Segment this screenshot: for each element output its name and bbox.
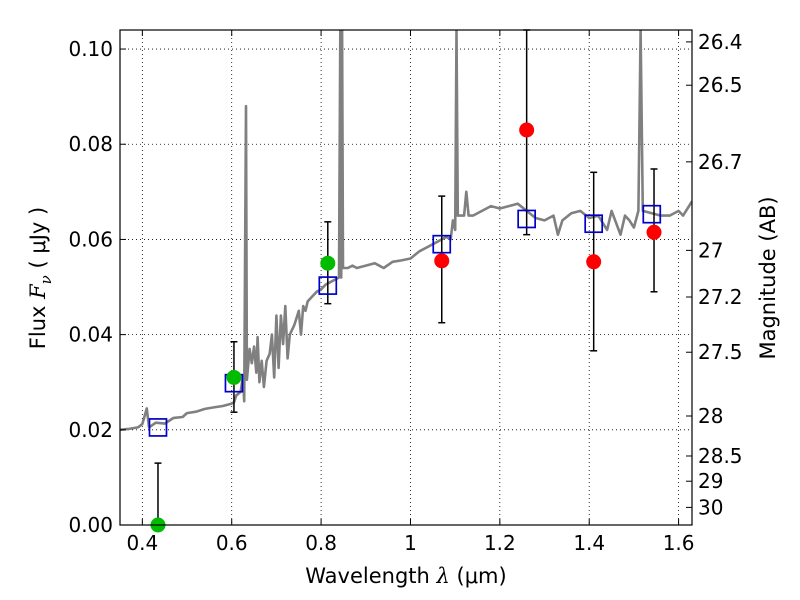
x-tick-label: 0.6 — [216, 531, 248, 555]
right-y-tick-label: 27.2 — [698, 285, 743, 309]
x-tick-label: 1 — [404, 531, 417, 555]
model-square — [148, 418, 168, 437]
red-point — [586, 254, 602, 270]
model-square — [432, 234, 452, 254]
spectrum-line — [120, 30, 692, 432]
x-tick-label: 0.4 — [126, 531, 158, 555]
y-tick-label: 0.08 — [68, 132, 113, 156]
right-y-tick-label: 28.5 — [698, 444, 743, 468]
right-y-tick-label: 26.7 — [698, 150, 743, 174]
model-square — [642, 204, 662, 224]
green-point — [226, 369, 242, 385]
x-axis-ticks: 0.4 0.6 0.8 1 1.2 1.4 1.6 — [126, 30, 695, 555]
y-axis-ticks: 0.00 0.02 0.04 0.06 0.08 0.10 — [68, 37, 126, 537]
x-axis-label: Wavelength λ (μm) — [305, 564, 506, 588]
y-tick-label: 0.00 — [68, 513, 113, 537]
x-tick-label: 0.8 — [305, 531, 337, 555]
model-square — [318, 276, 338, 295]
y-tick-label: 0.06 — [68, 227, 113, 251]
x-tick-label: 1.6 — [663, 531, 695, 555]
grid — [120, 30, 692, 526]
red-point — [646, 224, 662, 240]
right-y-axis-label: Magnitude (AB) — [756, 196, 780, 359]
x-tick-label: 1.2 — [484, 531, 516, 555]
x-tick-label: 1.4 — [573, 531, 605, 555]
right-y-tick-label: 27 — [698, 238, 723, 262]
y-tick-label: 0.10 — [68, 37, 113, 61]
series-layer — [120, 30, 692, 432]
right-y-tick-label: 28 — [698, 404, 723, 428]
plot-frame — [119, 29, 693, 526]
right-y-tick-label: 27.5 — [698, 340, 743, 364]
red-point — [434, 253, 450, 269]
points-layer — [148, 29, 662, 533]
red-point — [519, 122, 535, 138]
model-square — [584, 214, 604, 234]
y-axis-label: Flux Fν ( μJy ) — [26, 207, 55, 349]
right-y-tick-label: 30 — [698, 495, 723, 519]
green-point — [320, 255, 336, 271]
y-tick-label: 0.04 — [68, 323, 113, 347]
model-square — [517, 209, 537, 229]
right-y-tick-label: 29 — [698, 469, 723, 493]
right-y-tick-label: 26.4 — [698, 30, 743, 54]
right-y-tick-label: 26.5 — [698, 73, 743, 97]
y-tick-label: 0.02 — [68, 418, 113, 442]
